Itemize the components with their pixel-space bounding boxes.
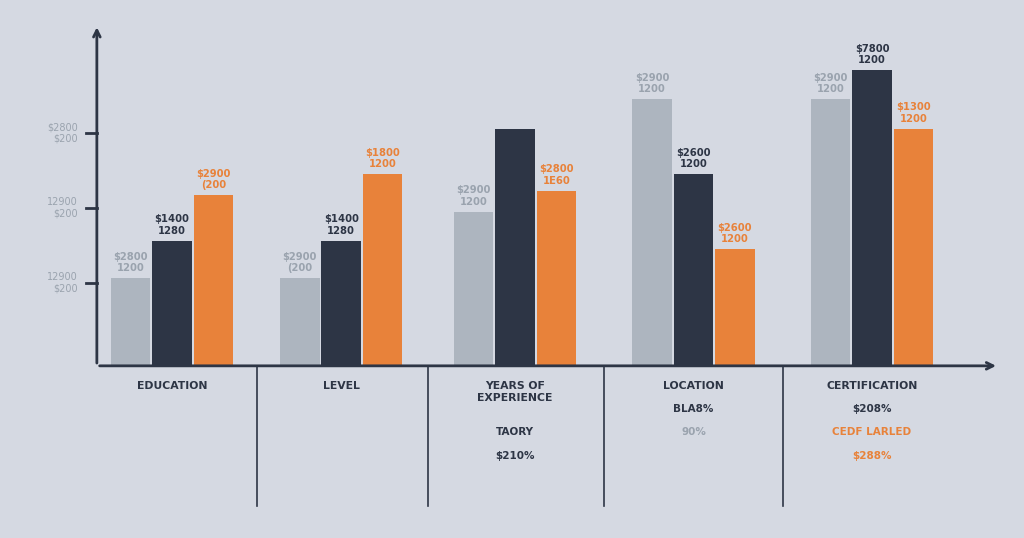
Bar [811,100,850,366]
Text: 12900
$200: 12900 $200 [47,197,78,218]
Text: $2800
1E60: $2800 1E60 [539,165,573,186]
Text: BLA8%: BLA8% [674,404,714,414]
Text: $2800
$200: $2800 $200 [47,122,78,143]
Text: CERTIFICATION: CERTIFICATION [826,381,918,391]
Bar [496,129,535,366]
Text: $2800
1200: $2800 1200 [114,252,147,273]
Text: $2600
1200: $2600 1200 [676,148,711,169]
Bar [633,100,672,366]
Text: $2900
1200: $2900 1200 [635,73,670,94]
Text: $2900
(200: $2900 (200 [283,252,317,273]
Text: $7800
1200: $7800 1200 [855,44,889,65]
Bar [194,195,233,366]
Text: LOCATION: LOCATION [663,381,724,391]
Text: $2600
1200: $2600 1200 [718,223,752,244]
Bar [111,279,151,366]
Text: CEDF LARLED: CEDF LARLED [833,428,911,437]
Text: $210%: $210% [496,451,535,461]
Text: $2900
(200: $2900 (200 [197,168,230,190]
Bar [715,249,755,366]
Text: $208%: $208% [852,404,892,414]
Text: 90%: 90% [681,428,706,437]
Text: YEARS OF
EXPERIENCE: YEARS OF EXPERIENCE [477,381,553,403]
Text: TAORY: TAORY [496,428,534,437]
Text: $1400
1280: $1400 1280 [155,214,189,236]
Text: 12900
$200: 12900 $200 [47,272,78,293]
Text: $2900
1200: $2900 1200 [813,73,848,94]
Text: $2900
1200: $2900 1200 [457,185,490,207]
Text: $1800
1200: $1800 1200 [366,148,399,169]
Bar [322,241,360,366]
Bar [281,279,319,366]
Bar [153,241,191,366]
Bar [852,70,892,366]
Bar [894,129,933,366]
Text: EDUCATION: EDUCATION [137,381,207,391]
Text: $1400
1280: $1400 1280 [324,214,358,236]
Bar [454,212,494,366]
Text: LEVEL: LEVEL [323,381,359,391]
Bar [537,191,577,366]
Text: $288%: $288% [852,451,892,461]
Bar [674,174,713,366]
Bar [362,174,402,366]
Text: $1300
1200: $1300 1200 [896,102,931,124]
